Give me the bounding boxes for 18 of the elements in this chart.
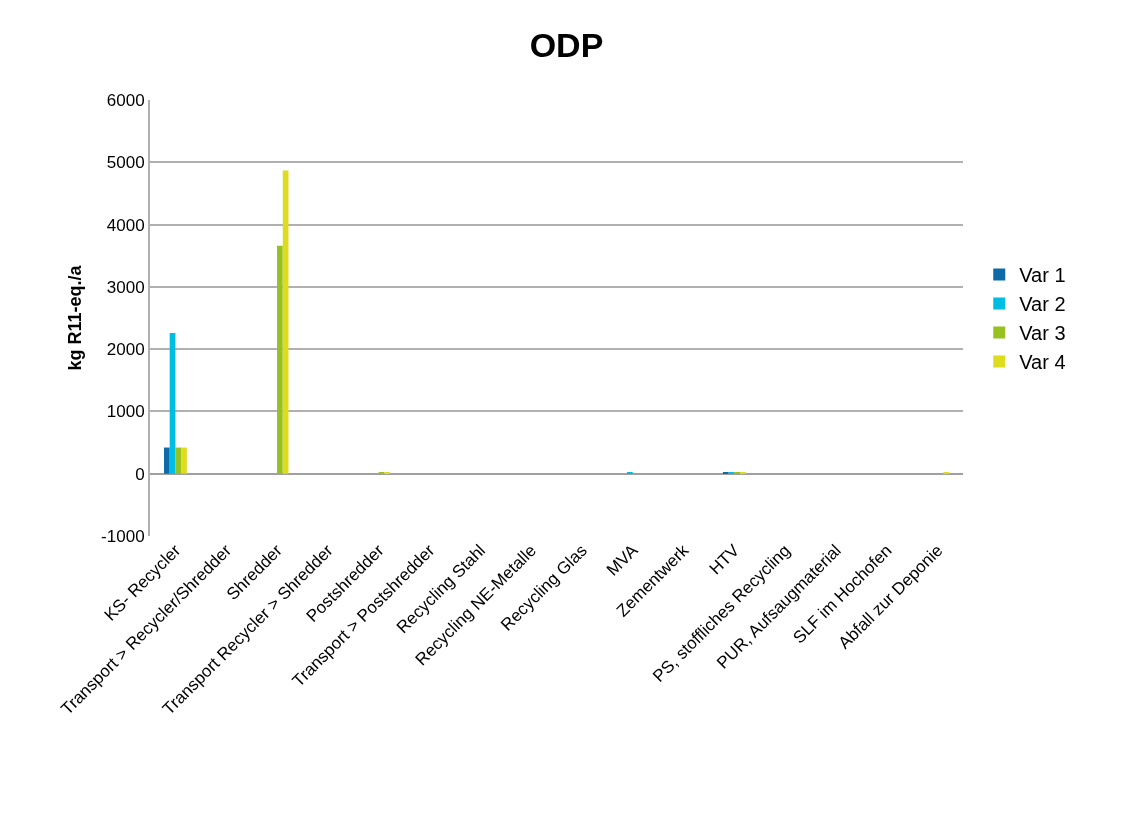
y-tick-label: 5000 [106, 153, 145, 173]
bar [277, 245, 283, 474]
y-tick-label: 2000 [106, 340, 145, 360]
legend-label: Var 2 [1019, 293, 1066, 316]
bar [163, 447, 170, 474]
legend-label: Var 1 [1019, 264, 1066, 287]
y-tick-label: 6000 [106, 90, 145, 110]
legend-label: Var 3 [1019, 322, 1066, 345]
y-tick-label: 3000 [106, 277, 145, 297]
chart-title: ODP [529, 26, 604, 65]
y-tick-label: 1000 [106, 402, 145, 422]
y-tick-label: 4000 [106, 215, 145, 235]
y-tick-label: -1000 [101, 526, 145, 546]
y-tick-label: 0 [135, 464, 145, 484]
bar [181, 447, 187, 474]
y-axis-title: kg R11-eq./a [64, 264, 85, 371]
bar [175, 447, 182, 474]
legend-label: Var 4 [1019, 351, 1066, 374]
